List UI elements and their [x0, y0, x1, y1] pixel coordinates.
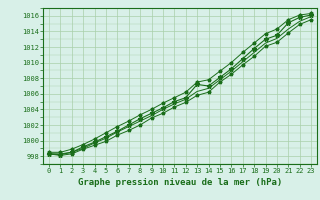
X-axis label: Graphe pression niveau de la mer (hPa): Graphe pression niveau de la mer (hPa) [78, 178, 282, 187]
